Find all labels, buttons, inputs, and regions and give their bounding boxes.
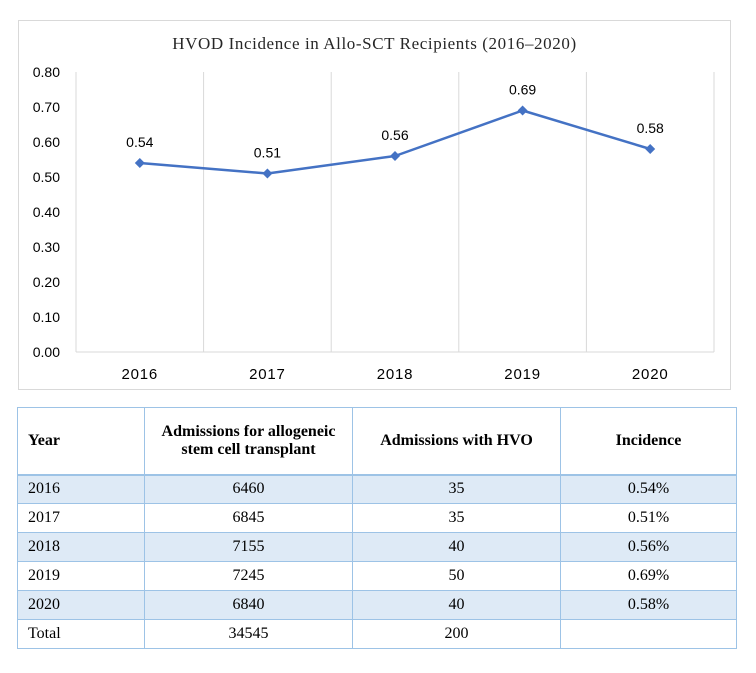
cell-hvo: 50 xyxy=(352,561,561,591)
cell-total-incidence xyxy=(560,619,737,649)
table-row: 2020 6840 40 0.58% xyxy=(17,590,737,620)
cell-incidence: 0.51% xyxy=(560,503,737,533)
cell-total-label: Total xyxy=(17,619,145,649)
header-incidence: Incidence xyxy=(560,407,737,475)
y-tick-label: 0.60 xyxy=(33,134,60,150)
cell-total-hvo: 200 xyxy=(352,619,561,649)
cell-admissions: 7155 xyxy=(144,532,353,562)
table-header-row: Year Admissions for allogeneic stem cell… xyxy=(17,407,737,475)
cell-incidence: 0.69% xyxy=(560,561,737,591)
table-total-row: Total 34545 200 xyxy=(17,619,737,649)
cell-total-admissions: 34545 xyxy=(144,619,353,649)
cell-year: 2019 xyxy=(17,561,145,591)
cell-hvo: 35 xyxy=(352,474,561,504)
data-point xyxy=(262,168,273,179)
cell-year: 2016 xyxy=(17,474,145,504)
cell-year: 2020 xyxy=(17,590,145,620)
data-point xyxy=(390,151,400,161)
cell-incidence: 0.58% xyxy=(560,590,737,620)
x-tick-label: 2018 xyxy=(377,366,414,383)
y-tick-label: 0.20 xyxy=(33,274,60,290)
y-tick-label: 0.70 xyxy=(33,99,60,115)
cell-hvo: 40 xyxy=(352,590,561,620)
data-point xyxy=(517,105,528,116)
data-label: 0.58 xyxy=(637,120,664,136)
x-tick-label: 2019 xyxy=(504,366,541,383)
y-tick-label: 0.50 xyxy=(33,169,60,185)
table-row: 2019 7245 50 0.69% xyxy=(17,561,737,591)
y-tick-label: 0.30 xyxy=(33,239,60,255)
data-label: 0.56 xyxy=(381,127,408,143)
data-label: 0.51 xyxy=(254,145,281,161)
header-admissions-hvo: Admissions with HVO xyxy=(352,407,561,475)
y-tick-label: 0.10 xyxy=(33,309,60,325)
incidence-table: Year Admissions for allogeneic stem cell… xyxy=(17,407,737,649)
table-row: 2017 6845 35 0.51% xyxy=(17,503,737,533)
line-chart: 0.00 0.10 0.20 0.30 0.40 0.50 0.60 0.70 0.80 2016… xyxy=(33,64,715,383)
table-row: 2016 6460 35 0.54% xyxy=(17,474,737,504)
cell-admissions: 6460 xyxy=(144,474,353,504)
header-admissions-allo-sct: Admissions for allogeneic stem cell tran… xyxy=(144,407,353,475)
data-label: 0.69 xyxy=(509,82,536,98)
data-point xyxy=(645,144,656,154)
cell-hvo: 40 xyxy=(352,532,561,562)
header-year: Year xyxy=(17,407,145,475)
cell-admissions: 6845 xyxy=(144,503,353,533)
cell-year: 2017 xyxy=(17,503,145,533)
x-tick-label: 2016 xyxy=(122,366,159,383)
x-tick-label: 2017 xyxy=(249,366,286,383)
y-tick-label: 0.40 xyxy=(33,204,60,220)
table-row: 2018 7155 40 0.56% xyxy=(17,532,737,562)
cell-admissions: 7245 xyxy=(144,561,353,591)
y-tick-label: 0.00 xyxy=(33,344,60,360)
cell-year: 2018 xyxy=(17,532,145,562)
data-label: 0.54 xyxy=(126,134,153,150)
cell-admissions: 6840 xyxy=(144,590,353,620)
cell-incidence: 0.54% xyxy=(560,474,737,504)
data-point xyxy=(134,158,145,168)
cell-incidence: 0.56% xyxy=(560,532,737,562)
chart-container: HVOD Incidence in Allo-SCT Recipients (2… xyxy=(18,20,731,390)
cell-hvo: 35 xyxy=(352,503,561,533)
chart-title: HVOD Incidence in Allo-SCT Recipients (2… xyxy=(172,34,577,53)
y-tick-label: 0.80 xyxy=(33,64,60,80)
x-tick-label: 2020 xyxy=(632,366,669,383)
